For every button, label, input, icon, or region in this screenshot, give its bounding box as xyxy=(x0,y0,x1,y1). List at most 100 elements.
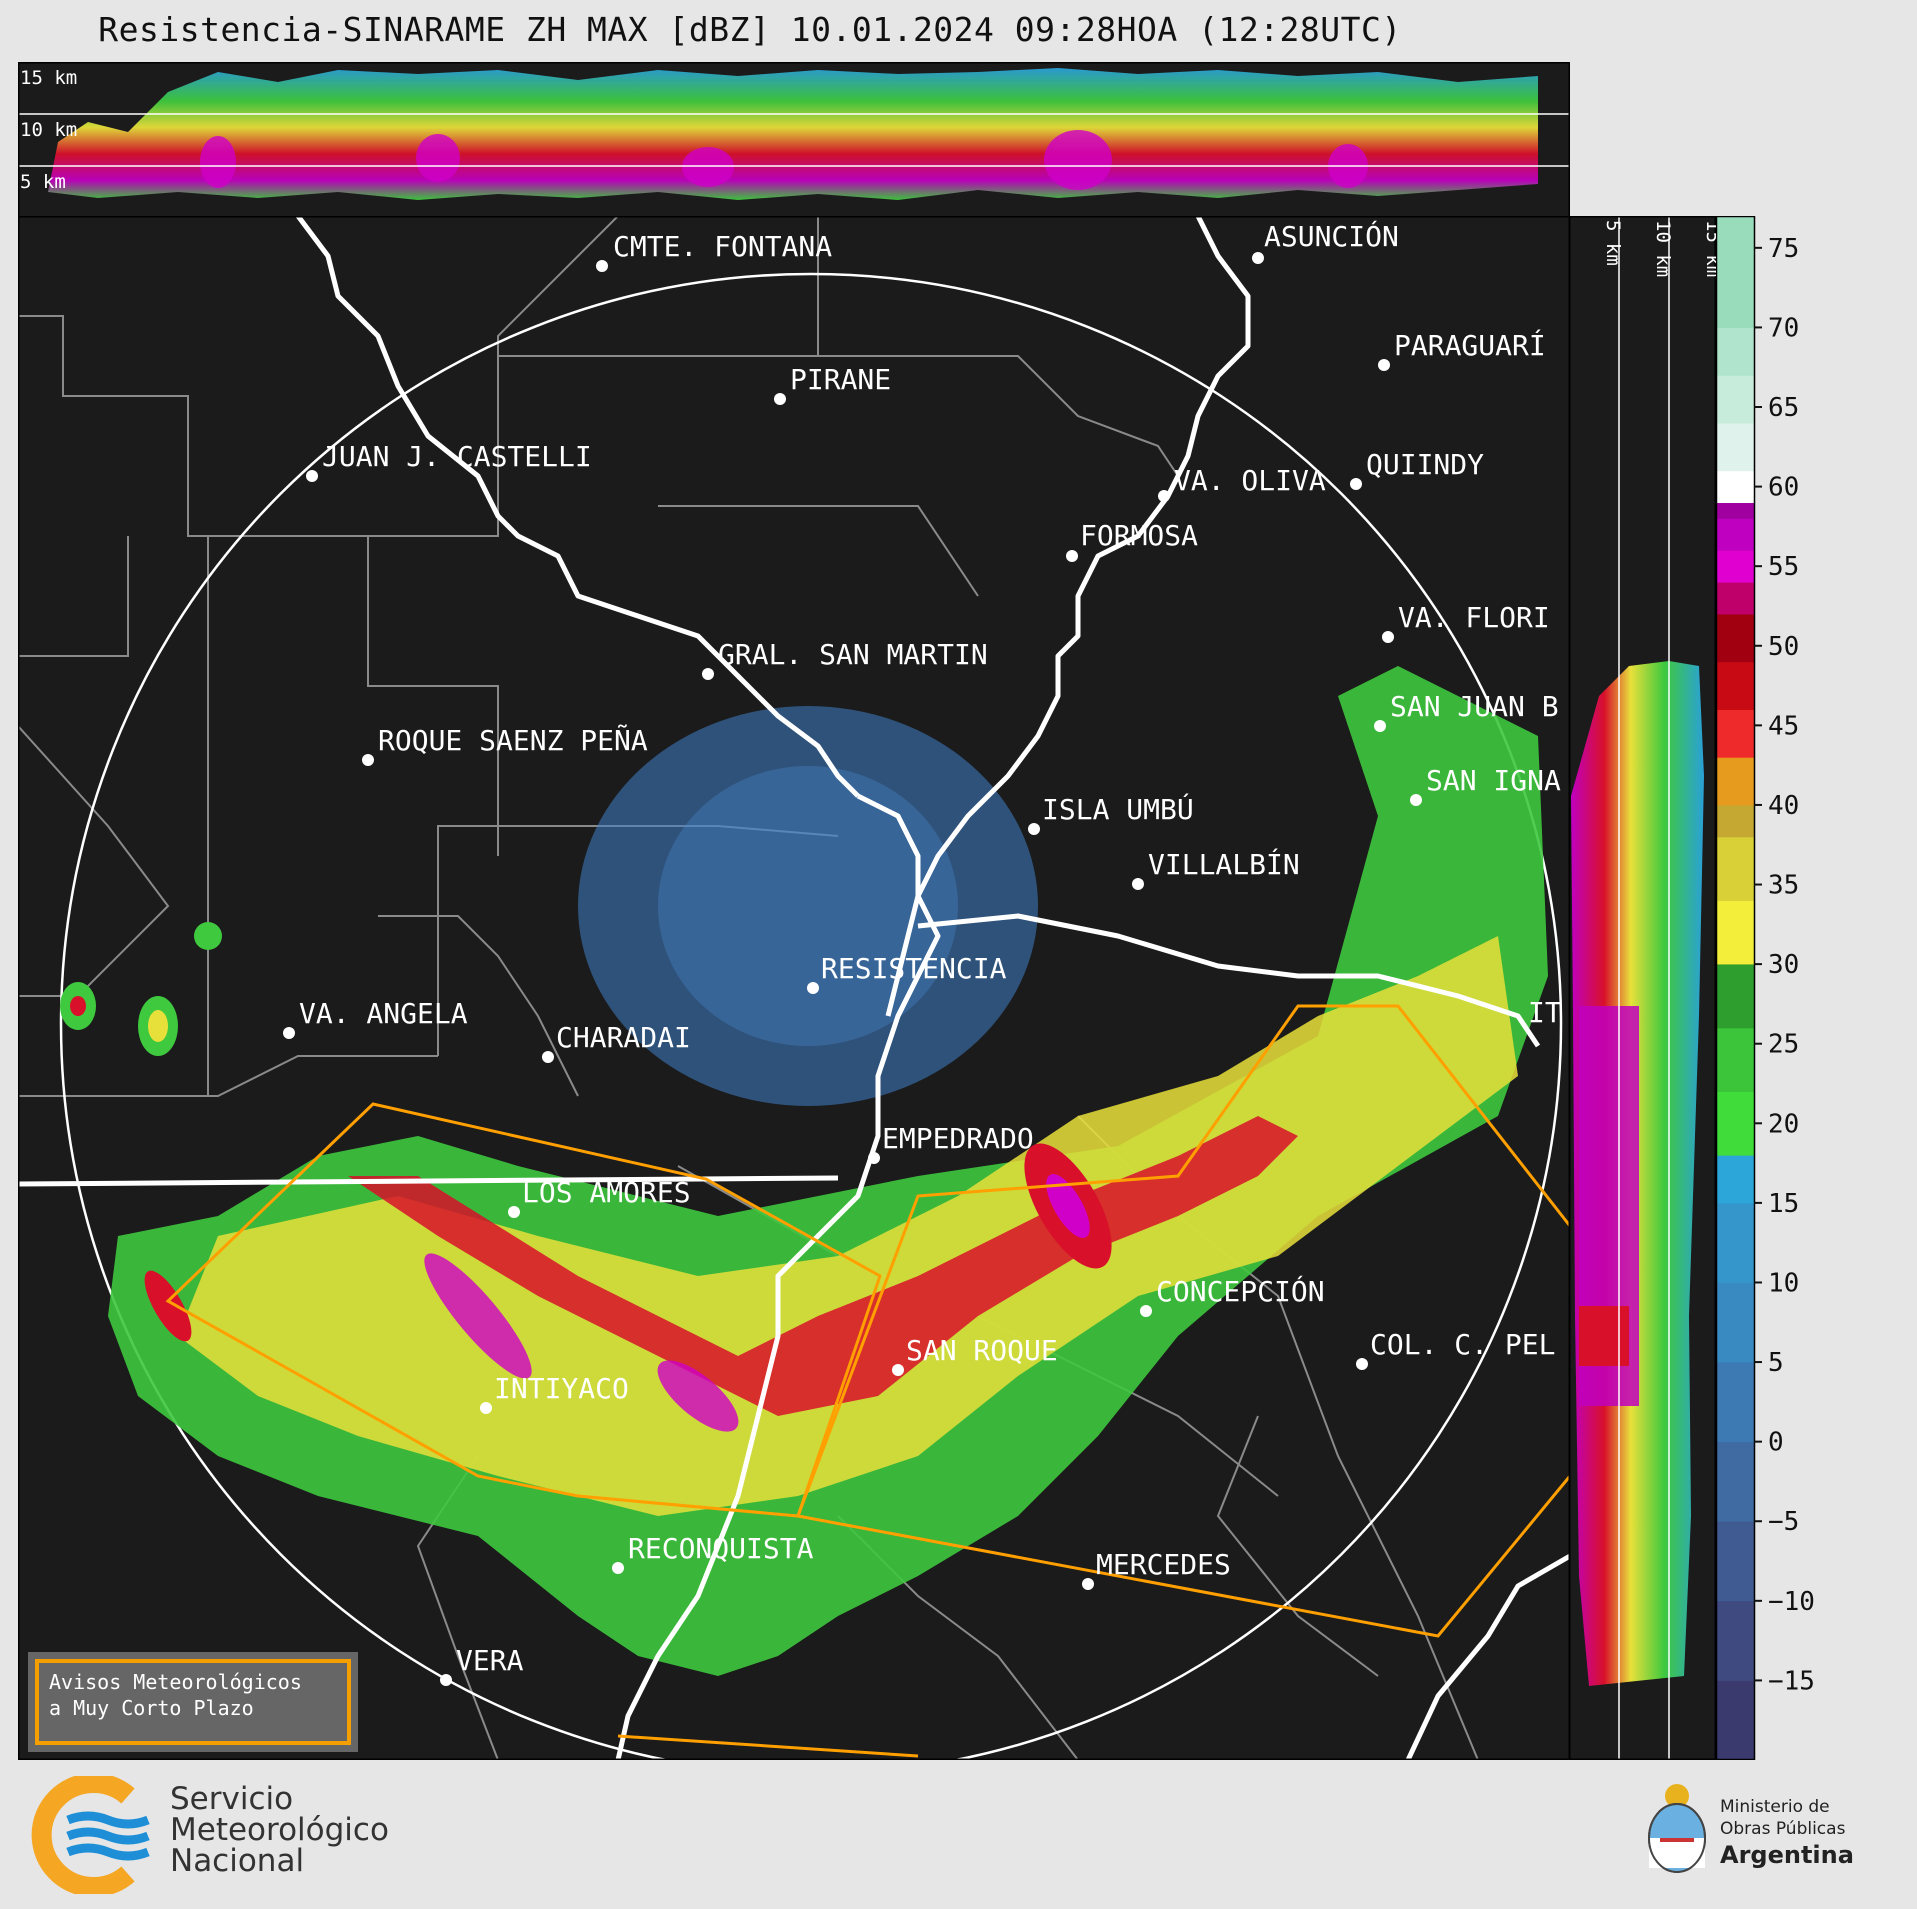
place-reconquista: RECONQUISTA xyxy=(612,1532,814,1574)
smn-logo-icon xyxy=(31,1776,150,1894)
place-label: ASUNCIÓN xyxy=(1264,219,1399,253)
place-label: SAN ROQUE xyxy=(906,1334,1058,1367)
colorbar-band xyxy=(1716,613,1754,663)
place-label: CMTE. FONTANA xyxy=(613,230,832,263)
colorbar-tick-label: 35 xyxy=(1768,871,1799,901)
place-label: CHARADAI xyxy=(556,1021,691,1054)
colorbar-tick-label: 45 xyxy=(1768,711,1799,741)
place-concepcion: CONCEPCIÓN xyxy=(1140,1274,1325,1317)
avisos-line1: Avisos Meteorológicos xyxy=(49,1670,302,1694)
colorbar-band xyxy=(1716,1521,1754,1602)
place-label: VERA xyxy=(456,1644,524,1677)
place-san-roque: SAN ROQUE xyxy=(892,1334,1058,1376)
colorbar-band xyxy=(1716,422,1754,472)
smn-wordmark: Servicio Meteorológico Nacional xyxy=(170,1784,389,1877)
place-quiindy: QUIINDY xyxy=(1350,448,1484,490)
colorbar-tick-label: 60 xyxy=(1768,473,1799,503)
place-intiyaco: INTIYACO xyxy=(480,1372,629,1414)
colorbar-tick-label: 10 xyxy=(1768,1268,1799,1298)
colorbar-tick-label: 75 xyxy=(1768,234,1799,264)
ministerio-line3: Argentina xyxy=(1720,1841,1854,1869)
colorbar-band xyxy=(1716,1362,1754,1443)
place-vera: VERA xyxy=(440,1644,524,1686)
top-cross-section: 15 km 10 km 5 km xyxy=(18,62,1570,218)
colorbar-tick-label: −15 xyxy=(1768,1666,1815,1696)
cross-label-10km: 10 km xyxy=(20,119,77,141)
colorbar-band xyxy=(1716,518,1754,551)
smn-line3: Nacional xyxy=(170,1843,305,1879)
colorbar-band xyxy=(1716,661,1754,710)
place-label: IT xyxy=(1528,996,1562,1029)
place-va-oliva: VA. OLIVA xyxy=(1158,464,1326,502)
place-villalbin: VILLALBÍN xyxy=(1132,847,1300,890)
place-va-angela: VA. ANGELA xyxy=(283,997,468,1039)
colorbar-tick-label: 70 xyxy=(1768,313,1799,343)
radar-echoes xyxy=(60,666,1548,1676)
place-formosa: FORMOSA xyxy=(1066,519,1198,562)
ministerio-line1: Ministerio de xyxy=(1720,1797,1830,1817)
place-label: SAN JUAN B xyxy=(1390,690,1559,723)
avisos-line2: a Muy Corto Plazo xyxy=(49,1696,254,1720)
colorbar-tick-label: 30 xyxy=(1768,950,1799,980)
place-label: LOS AMORES xyxy=(522,1176,691,1209)
colorbar-band xyxy=(1716,375,1754,424)
side-label-15km: 15 km xyxy=(1702,220,1716,277)
colorbar-band xyxy=(1716,1091,1754,1156)
place-label: MERCEDES xyxy=(1096,1548,1231,1581)
colorbar-tick-label: 15 xyxy=(1768,1189,1799,1219)
place-label: EMPEDRADO xyxy=(882,1122,1034,1155)
colorbar-tick-label: 5 xyxy=(1768,1348,1784,1378)
ministerio-line2: Obras Públicas xyxy=(1720,1819,1846,1839)
radar-map: CMTE. FONTANA PIRANE ASUNCIÓN PARAGUARÍ … xyxy=(18,216,1570,1760)
place-label: RECONQUISTA xyxy=(628,1532,814,1565)
side-label-5km: 5 km xyxy=(1602,220,1624,266)
place-label: GRAL. SAN MARTIN xyxy=(718,638,988,671)
place-pirane: PIRANE xyxy=(774,363,891,405)
place-san-igna: SAN IGNA xyxy=(1410,764,1561,806)
smn-line1: Servicio xyxy=(170,1781,294,1817)
colorbar-band xyxy=(1716,502,1754,519)
place-resistencia: RESISTENCIA xyxy=(807,952,1007,994)
place-label: SAN IGNA xyxy=(1426,764,1561,797)
colorbar-tick-label: 25 xyxy=(1768,1030,1799,1060)
side-cross-section: 5 km 10 km 15 km xyxy=(1569,216,1716,1760)
place-label: PIRANE xyxy=(790,363,891,396)
colorbar-band xyxy=(1716,964,1754,1029)
place-label: VA. ANGELA xyxy=(299,997,468,1030)
place-label: COL. C. PEL xyxy=(1370,1328,1555,1361)
place-label: CONCEPCIÓN xyxy=(1156,1274,1325,1308)
colorbar-band xyxy=(1716,1202,1754,1283)
place-juan-castelli: JUAN J. CASTELLI xyxy=(306,440,592,482)
place-va-flori: VA. FLORI xyxy=(1382,601,1550,643)
colorbar-tick-label: −5 xyxy=(1768,1507,1799,1537)
place-label: PARAGUARÍ xyxy=(1394,328,1546,362)
colorbar-band xyxy=(1716,550,1754,583)
colorbar-band xyxy=(1716,216,1754,328)
colorbar-band xyxy=(1716,1155,1754,1204)
place-isla-umbu: ISLA UMBÚ xyxy=(1028,792,1194,835)
place-col-c-pel: COL. C. PEL xyxy=(1356,1328,1555,1370)
colorbar-tick-label: 40 xyxy=(1768,791,1799,821)
place-asuncion: ASUNCIÓN xyxy=(1252,219,1399,264)
place-label: VA. OLIVA xyxy=(1174,464,1326,497)
place-los-amores: LOS AMORES xyxy=(508,1176,691,1218)
colorbar-tick-label: 20 xyxy=(1768,1109,1799,1139)
colorbar-band xyxy=(1716,1282,1754,1363)
place-label: JUAN J. CASTELLI xyxy=(322,440,592,473)
colorbar-band xyxy=(1716,900,1754,965)
colorbar-band xyxy=(1716,804,1754,838)
place-charadai: CHARADAI xyxy=(542,1021,691,1063)
colorbar-band xyxy=(1716,582,1754,615)
colorbar-band xyxy=(1716,470,1754,504)
place-roque-saenz-pena: ROQUE SAENZ PEÑA xyxy=(362,723,648,766)
colorbar-band xyxy=(1716,1680,1754,1760)
colorbar-band xyxy=(1716,757,1754,806)
place-label: VILLALBÍN xyxy=(1148,847,1300,881)
colorbar-band xyxy=(1716,327,1754,376)
cross-label-5km: 5 km xyxy=(20,171,66,193)
colorbar-band xyxy=(1716,1600,1754,1681)
place-it: IT xyxy=(1528,996,1562,1029)
place-san-juan-b: SAN JUAN B xyxy=(1374,690,1559,732)
